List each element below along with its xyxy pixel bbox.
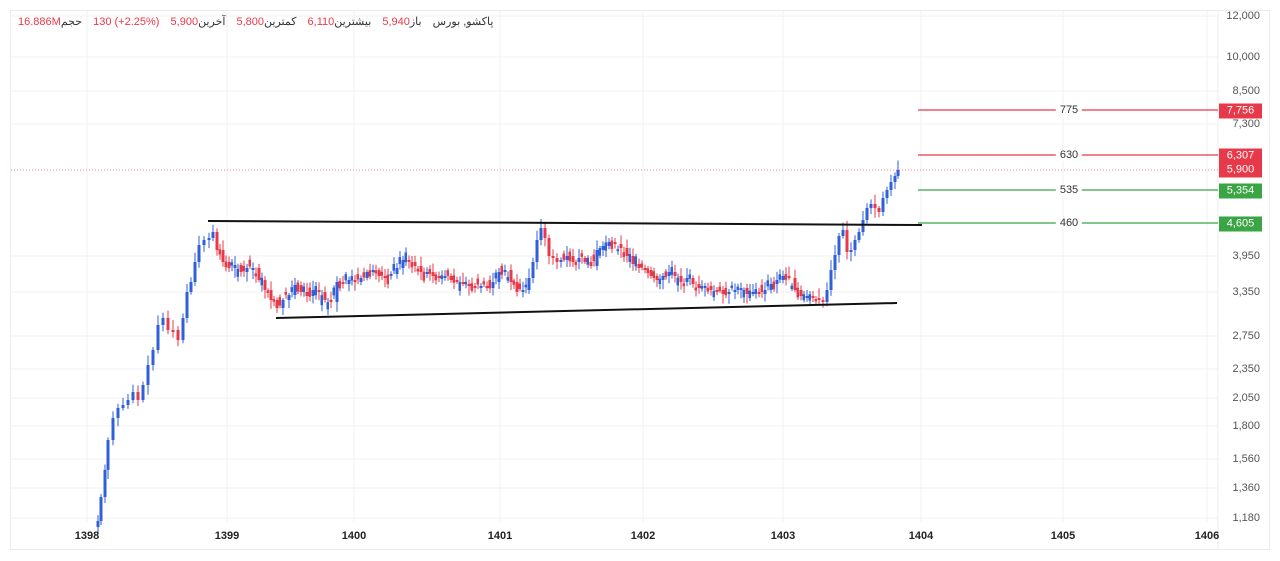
change-value: 130 (+2.25%) bbox=[93, 16, 160, 28]
high-label: بیشترین bbox=[334, 16, 372, 28]
high-value: 6,110 bbox=[307, 16, 335, 28]
horizontal-levels[interactable] bbox=[918, 109, 1218, 224]
level-price-tag: 5,354 bbox=[1219, 183, 1262, 199]
level-name-label: 535 bbox=[1055, 184, 1083, 196]
open-value: 5,940 bbox=[382, 16, 410, 28]
channel-trendlines[interactable] bbox=[207, 220, 923, 319]
time-tick-label: 1404 bbox=[908, 530, 934, 542]
price-tick-label: 2,050 bbox=[1232, 392, 1260, 404]
ohlc-legend: 16.886Mحجم 130 (+2.25%) 5,900آخرین 5,800… bbox=[18, 15, 493, 28]
time-tick-label: 1398 bbox=[74, 530, 100, 542]
price-tick-label: 2,350 bbox=[1232, 363, 1260, 375]
price-tick-label: 10,000 bbox=[1226, 51, 1260, 63]
channel-bottom-line[interactable] bbox=[275, 302, 898, 319]
price-tick-label: 3,950 bbox=[1232, 250, 1260, 262]
time-tick-label: 1403 bbox=[770, 530, 796, 542]
last-value: 5,900 bbox=[170, 16, 199, 28]
price-tick-label: 1,800 bbox=[1232, 420, 1260, 432]
price-tick-label: 7,300 bbox=[1232, 118, 1260, 130]
time-tick-label: 1401 bbox=[487, 530, 513, 542]
price-tick-label: 3,350 bbox=[1232, 286, 1260, 298]
candlesticks bbox=[96, 160, 900, 534]
volume-value: 16.886M bbox=[18, 16, 61, 28]
price-tick-label: 1,180 bbox=[1232, 512, 1260, 524]
level-name-label: 630 bbox=[1055, 149, 1083, 161]
channel-top-line[interactable] bbox=[207, 220, 923, 226]
level-name-label: 460 bbox=[1055, 217, 1083, 229]
volume-label: حجم bbox=[60, 16, 83, 28]
price-tick-label: 1,560 bbox=[1232, 453, 1260, 465]
price-tick-label: 1,360 bbox=[1232, 482, 1260, 494]
time-tick-label: 1405 bbox=[1050, 530, 1076, 542]
grid-lines bbox=[11, 11, 1219, 549]
symbol-name[interactable]: پاکشو, بورس bbox=[432, 16, 494, 28]
current-price-tag: 5,900 bbox=[1219, 162, 1262, 178]
low-value: 5,800 bbox=[236, 16, 265, 28]
level-price-tag: 6,307 bbox=[1219, 148, 1262, 164]
price-tick-label: 2,750 bbox=[1232, 330, 1260, 342]
level-price-tag: 7,756 bbox=[1219, 103, 1262, 119]
level-name-label: 775 bbox=[1055, 104, 1083, 116]
low-label: کمترین bbox=[264, 16, 297, 28]
time-tick-label: 1402 bbox=[630, 530, 656, 542]
chart-frame bbox=[10, 10, 1270, 550]
time-tick-label: 1400 bbox=[341, 530, 367, 542]
time-tick-label: 1399 bbox=[214, 530, 240, 542]
price-tick-label: 8,500 bbox=[1232, 85, 1260, 97]
price-tick-label: 12,000 bbox=[1226, 10, 1260, 22]
open-label: باز bbox=[409, 16, 422, 28]
time-tick-label: 1406 bbox=[1194, 530, 1220, 542]
level-price-tag: 4,605 bbox=[1219, 216, 1262, 232]
last-label: آخرین bbox=[198, 16, 226, 28]
